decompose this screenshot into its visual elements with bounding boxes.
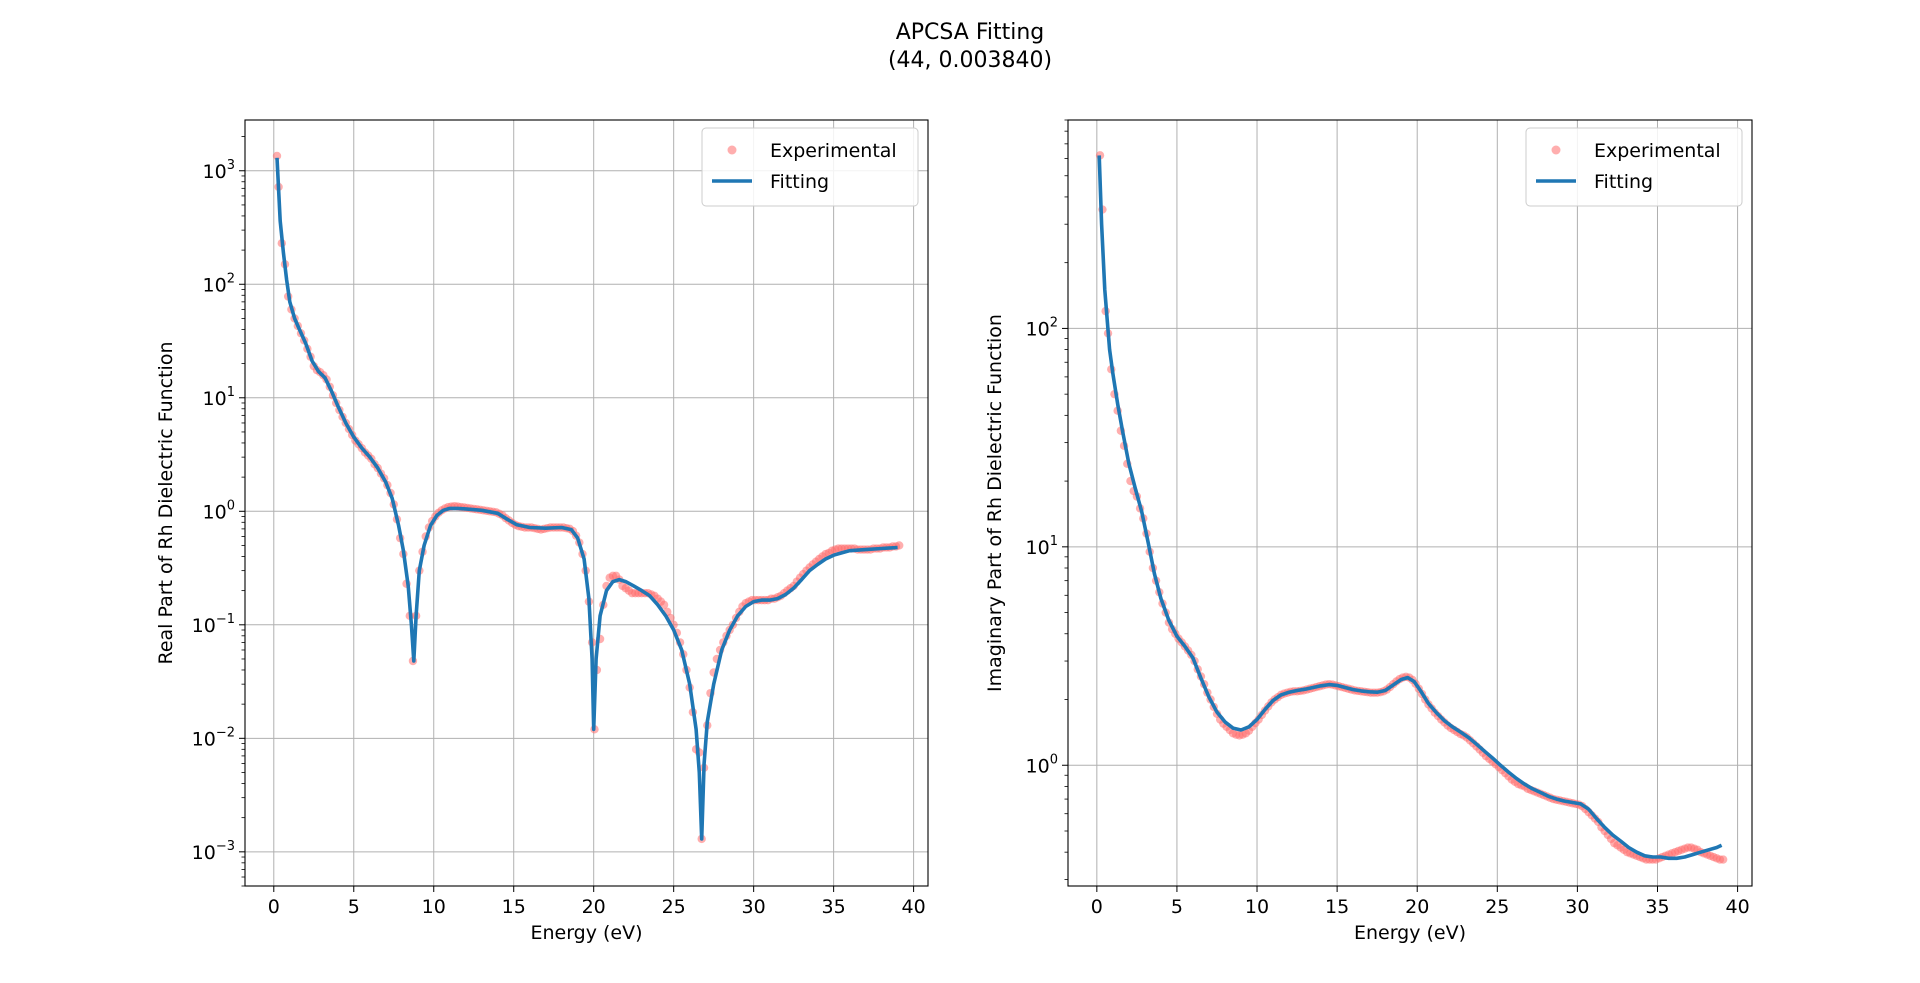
y-tick-label: 101: [1026, 534, 1058, 559]
y-tick-exponent: 3: [227, 158, 235, 173]
legend-box: [1525, 127, 1743, 207]
x-tick-label: 15: [1325, 896, 1349, 918]
x-tick-label: 5: [1171, 896, 1183, 918]
y-tick-base: 10: [1026, 318, 1050, 340]
fitting-line: [1097, 155, 1723, 861]
x-tick-label: 30: [742, 896, 766, 918]
y-tick-base: 10: [203, 161, 227, 183]
y-tick-exponent: 2: [227, 271, 235, 286]
y-tick-label: 10−1: [192, 612, 235, 637]
legend-label-experimental: Experimental: [770, 140, 897, 162]
y-tick-base: 10: [203, 274, 227, 296]
legend-label-fitting: Fitting: [770, 171, 829, 193]
x-tick-label: 35: [822, 896, 846, 918]
x-tick-label: 25: [662, 896, 686, 918]
x-axis-label: Energy (eV): [530, 922, 642, 944]
x-tick-label: 20: [1405, 896, 1429, 918]
y-tick-exponent: 1: [227, 385, 235, 400]
y-axis-label: Imaginary Part of Rh Dielectric Function: [984, 314, 1006, 692]
y-tick-exponent: 1: [1050, 534, 1058, 549]
y-tick-base: 10: [1026, 537, 1050, 559]
x-tick-label: 20: [582, 896, 606, 918]
experimental-point: [272, 151, 282, 161]
axes-frame: [244, 119, 929, 887]
y-tick-exponent: 0: [1050, 752, 1058, 767]
y-tick-base: 10: [192, 615, 216, 637]
x-axis-label: Energy (eV): [1354, 922, 1466, 944]
x-tick-label: 5: [348, 896, 360, 918]
x-tick-label: 0: [268, 896, 280, 918]
y-tick-label: 100: [203, 498, 235, 523]
legend-label-experimental: Experimental: [1594, 140, 1721, 162]
y-tick-base: 10: [203, 388, 227, 410]
y-tick-base: 10: [1026, 755, 1050, 777]
fitting-line: [275, 157, 898, 841]
x-tick-label: 25: [1485, 896, 1509, 918]
x-tick-label: 10: [1245, 896, 1269, 918]
legend-marker-experimental: [727, 145, 737, 155]
y-tick-label: 10−2: [192, 725, 235, 750]
experimental-point: [659, 600, 669, 610]
y-tick-label: 102: [1026, 315, 1058, 340]
y-tick-exponent: −3: [216, 839, 235, 854]
legend: Experimental Fitting: [1525, 127, 1743, 207]
y-axis-label: Real Part of Rh Dielectric Function: [155, 341, 177, 664]
y-tick-exponent: −1: [216, 612, 235, 627]
left-plot: 0 5 10 15 20 25 30 35 4010−310−210−1100101102103…: [155, 119, 929, 944]
y-tick-label: 103: [203, 158, 235, 183]
y-tick-label: 100: [1026, 752, 1058, 777]
experimental-point: [1718, 855, 1728, 864]
figure-title-line1: APCSA Fitting: [896, 20, 1045, 45]
legend-label-fitting: Fitting: [1594, 171, 1653, 193]
x-tick-label: 0: [1091, 896, 1103, 918]
y-tick-label: 101: [203, 385, 235, 410]
y-tick-exponent: 0: [227, 498, 235, 513]
y-tick-label: 102: [203, 271, 235, 296]
legend: Experimental Fitting: [701, 127, 919, 207]
legend-marker-experimental: [1551, 145, 1561, 155]
x-tick-label: 30: [1565, 896, 1589, 918]
y-tick-base: 10: [192, 842, 216, 864]
x-tick-label: 35: [1645, 896, 1669, 918]
y-tick-exponent: 2: [1050, 315, 1058, 330]
x-tick-label: 40: [1725, 896, 1749, 918]
y-tick-base: 10: [192, 728, 216, 750]
plot-area: [1095, 151, 1728, 864]
x-tick-label: 15: [502, 896, 526, 918]
y-tick-label: 10−3: [192, 839, 235, 864]
axes-frame: [1067, 119, 1753, 887]
figure-title-line2: (44, 0.003840): [888, 48, 1052, 73]
legend-box: [701, 127, 919, 207]
x-tick-label: 10: [422, 896, 446, 918]
x-tick-label: 40: [902, 896, 926, 918]
y-tick-exponent: −2: [216, 725, 235, 740]
y-tick-base: 10: [203, 501, 227, 523]
plot-area: [272, 151, 904, 844]
